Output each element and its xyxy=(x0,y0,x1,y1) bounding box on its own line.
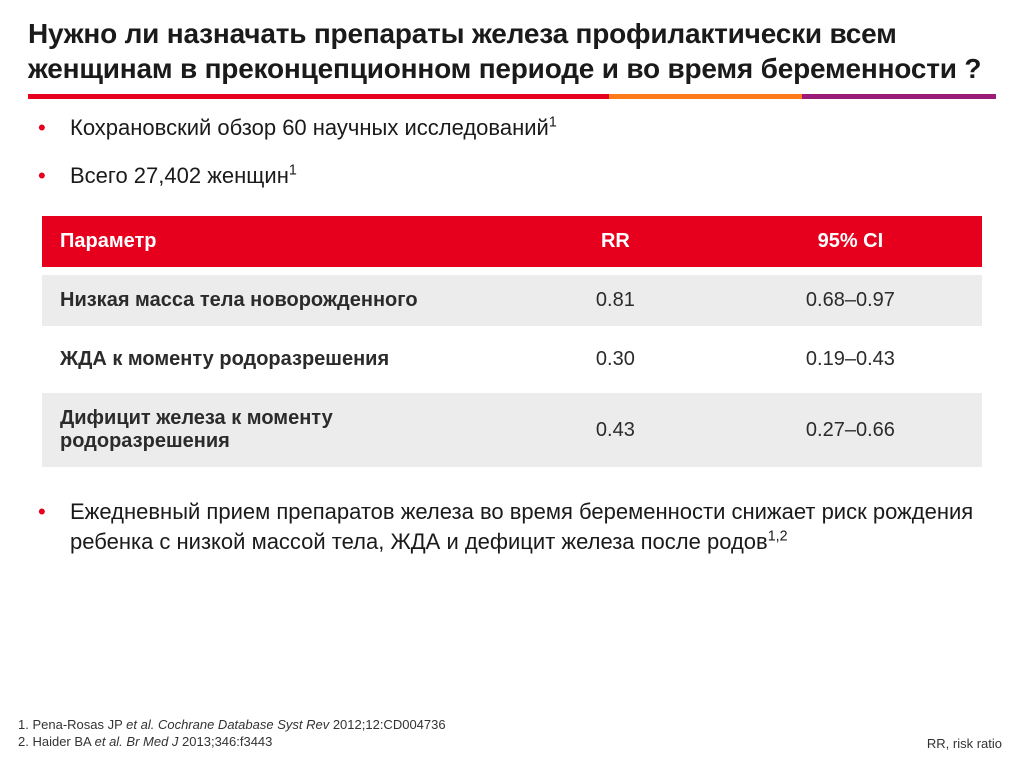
cell-ci: 0.68–0.97 xyxy=(719,275,982,326)
superscript: 1 xyxy=(289,162,297,178)
ref-text: 2012;12:CD004736 xyxy=(333,717,446,732)
bullet-text: Ежедневный прием препаратов железа во вр… xyxy=(70,499,973,554)
table-row: Дифицит железа к моменту родоразрешения … xyxy=(42,393,982,467)
accent-divider xyxy=(28,94,996,99)
list-item: Ежедневный прием препаратов железа во вр… xyxy=(58,497,996,556)
bullet-text: Всего 27,402 женщин xyxy=(70,163,289,188)
cell-parameter: Дифицит железа к моменту родоразрешения xyxy=(42,393,512,467)
ref-text: 2013;346:f3443 xyxy=(182,734,272,749)
bullet-text: Кохрановский обзор 60 научных исследован… xyxy=(70,115,549,140)
ref-italic: et al. Br Med J xyxy=(95,734,182,749)
table-row: Низкая масса тела новорожденного 0.81 0.… xyxy=(42,275,982,326)
references: 1. Pena-Rosas JP et al. Cochrane Databas… xyxy=(18,716,446,751)
superscript: 1,2 xyxy=(768,529,788,545)
ref-text: 2. Haider BA xyxy=(18,734,95,749)
ref-text: 1. Pena-Rosas JP xyxy=(18,717,126,732)
reference-line: 1. Pena-Rosas JP et al. Cochrane Databas… xyxy=(18,716,446,734)
cell-ci: 0.27–0.66 xyxy=(719,393,982,467)
reference-line: 2. Haider BA et al. Br Med J 2013;346:f3… xyxy=(18,733,446,751)
col-header-parameter: Параметр xyxy=(42,216,512,267)
col-header-rr: RR xyxy=(512,216,719,267)
col-header-ci: 95% CI xyxy=(719,216,982,267)
top-bullets: Кохрановский обзор 60 научных исследован… xyxy=(28,113,996,190)
data-table: Параметр RR 95% CI Низкая масса тела нов… xyxy=(42,208,982,475)
bottom-bullets: Ежедневный прием препаратов железа во вр… xyxy=(28,497,996,556)
cell-parameter: ЖДА к моменту родоразрешения xyxy=(42,334,512,385)
table-header-row: Параметр RR 95% CI xyxy=(42,216,982,267)
superscript: 1 xyxy=(549,115,557,131)
list-item: Кохрановский обзор 60 научных исследован… xyxy=(58,113,996,143)
cell-ci: 0.19–0.43 xyxy=(719,334,982,385)
ref-italic: et al. Cochrane Database Syst Rev xyxy=(126,717,333,732)
page-title: Нужно ли назначать препараты железа проф… xyxy=(28,16,996,86)
cell-parameter: Низкая масса тела новорожденного xyxy=(42,275,512,326)
table-row: ЖДА к моменту родоразрешения 0.30 0.19–0… xyxy=(42,334,982,385)
cell-rr: 0.30 xyxy=(512,334,719,385)
cell-rr: 0.81 xyxy=(512,275,719,326)
cell-rr: 0.43 xyxy=(512,393,719,467)
list-item: Всего 27,402 женщин1 xyxy=(58,161,996,191)
abbreviation-note: RR, risk ratio xyxy=(927,736,1002,751)
